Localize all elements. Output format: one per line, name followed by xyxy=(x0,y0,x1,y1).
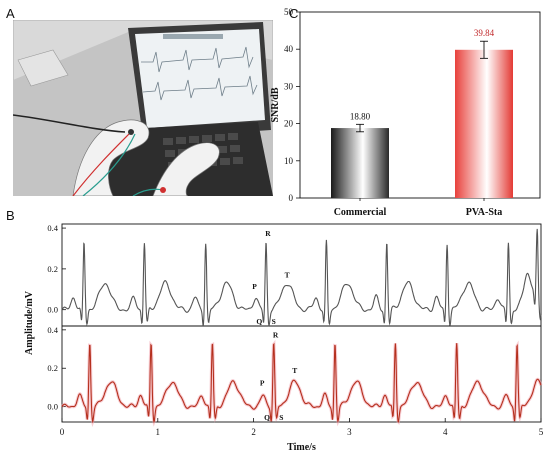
y-tick-label: 30 xyxy=(284,81,294,91)
y-axis-label: Amplitude/mV xyxy=(24,290,35,355)
electrode-measurement-photo xyxy=(13,20,273,196)
x-tick-label: PVA-Sta xyxy=(466,207,502,218)
wave-label: P xyxy=(252,282,257,291)
panel-label-b: B xyxy=(6,208,15,223)
y-tick-label: 0.0 xyxy=(47,305,58,315)
wave-label: R xyxy=(265,229,271,238)
panel-label-c: C xyxy=(289,6,299,21)
y-tick-label: 0.4 xyxy=(47,223,58,233)
x-tick-label: 1 xyxy=(156,427,161,437)
wave-label: S xyxy=(272,317,276,326)
x-tick-label: Commercial xyxy=(334,207,387,218)
x-tick-label: 5 xyxy=(539,427,544,437)
y-tick-label: 40 xyxy=(284,44,294,54)
wave-label: S xyxy=(279,413,283,422)
x-axis-label: Time/s xyxy=(287,442,316,453)
wave-label: T xyxy=(285,270,290,279)
y-tick-label: 10 xyxy=(284,156,294,166)
x-tick-label: 0 xyxy=(60,427,65,437)
bar xyxy=(455,49,513,199)
y-tick-label: 20 xyxy=(284,119,294,129)
ecg-trace-glow xyxy=(60,339,543,428)
y-tick-label: 0.2 xyxy=(47,264,58,274)
wave-label: Q xyxy=(264,413,270,422)
y-tick-label: 0.2 xyxy=(47,363,58,373)
data-label: 39.84 xyxy=(474,28,495,38)
y-tick-label: 0.4 xyxy=(47,325,58,335)
x-tick-label: 3 xyxy=(347,427,352,437)
wave-label: R xyxy=(273,331,279,340)
ecg-trace xyxy=(61,228,542,327)
x-tick-label: 2 xyxy=(251,427,256,437)
y-tick-label: 0.0 xyxy=(47,402,58,412)
wave-label: T xyxy=(292,366,297,375)
ecg-plot-frame xyxy=(61,223,542,423)
wave-label: Q xyxy=(256,317,262,326)
bar-plot-frame xyxy=(299,11,541,199)
ecg-trace xyxy=(61,342,542,424)
panel-label-a: A xyxy=(6,6,15,21)
y-tick-label: 0 xyxy=(289,193,294,203)
x-tick-label: 4 xyxy=(443,427,448,437)
bar xyxy=(331,128,389,198)
wave-label: P xyxy=(260,378,265,387)
data-label: 18.80 xyxy=(350,111,371,121)
